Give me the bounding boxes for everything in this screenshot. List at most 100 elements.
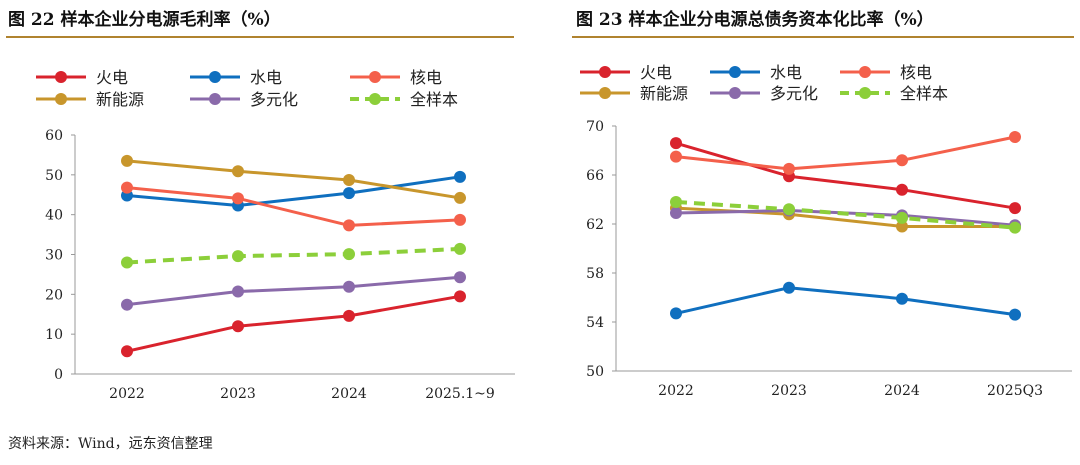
left-data-point-水电 (343, 187, 355, 200)
left-data-point-核电 (121, 181, 133, 194)
left-y-tick-label: 50 (45, 168, 63, 184)
left-data-point-全样本 (232, 250, 244, 263)
left-y-tick-label: 0 (54, 367, 63, 383)
left-x-tick-label: 2024 (331, 386, 367, 402)
left-data-point-核电 (454, 213, 466, 226)
right-data-point-核电 (670, 150, 682, 163)
left-legend-marker-水电 (209, 71, 221, 83)
right-y-tick-label: 54 (586, 315, 604, 331)
left-data-point-全样本 (343, 248, 355, 261)
right-legend-label-核电: 核电 (900, 63, 932, 82)
left-legend-label-全样本: 全样本 (410, 90, 458, 109)
left-data-point-火电 (121, 345, 133, 358)
right-data-point-火电 (670, 137, 682, 150)
right-legend-marker-核电 (859, 66, 871, 78)
right-x-tick-label: 2023 (771, 383, 807, 399)
right-y-tick-label: 58 (586, 266, 604, 282)
left-data-point-核电 (343, 219, 355, 232)
right-data-point-水电 (1009, 308, 1021, 321)
left-gross-margin-chart: 0 10 20 30 40 50 60 2022 2023 2024 2025.1~9 火电 水电 核电新… (36, 68, 515, 402)
right-legend-marker-多元化 (729, 87, 741, 99)
left-legend-marker-多元化 (209, 93, 221, 105)
left-series-line-多元化 (126, 275, 461, 307)
left-data-point-水电 (454, 170, 466, 183)
right-legend-label-新能源: 新能源 (640, 84, 688, 103)
left-legend-label-新能源: 新能源 (96, 90, 144, 109)
right-data-point-全样本 (896, 211, 908, 224)
left-x-tick-label: 2025.1~9 (425, 386, 495, 402)
right-series-line-火电 (675, 141, 1016, 210)
left-data-point-火电 (343, 309, 355, 322)
left-legend-marker-全样本 (369, 93, 381, 105)
right-data-point-新能源 (896, 220, 908, 233)
left-data-point-多元化 (343, 280, 355, 293)
left-data-point-火电 (232, 320, 244, 333)
left-y-tick-label: 40 (45, 208, 63, 224)
left-legend-marker-火电 (55, 71, 67, 83)
left-x-tick-label: 2022 (109, 386, 145, 402)
left-series-line-全样本 (126, 246, 461, 265)
right-data-point-水电 (670, 307, 682, 320)
left-series-line-核电 (126, 186, 461, 227)
left-legend-label-多元化: 多元化 (250, 90, 298, 109)
left-data-point-新能源 (454, 191, 466, 204)
right-data-point-核电 (896, 154, 908, 167)
left-data-point-多元化 (232, 285, 244, 298)
left-data-point-新能源 (121, 154, 133, 167)
right-series-line-水电 (675, 286, 1016, 317)
right-figure-title: 图 23 样本企业分电源总债务资本化比率（%） (576, 10, 934, 30)
right-data-point-全样本 (1009, 221, 1021, 234)
left-x-tick-label: 2023 (220, 386, 256, 402)
left-title-rule (6, 36, 514, 38)
left-data-point-新能源 (232, 165, 244, 178)
left-series-line-火电 (126, 294, 461, 353)
left-y-tick-label: 20 (45, 287, 63, 303)
right-data-point-多元化 (670, 206, 682, 219)
right-data-point-火电 (1009, 202, 1021, 215)
right-legend-label-水电: 水电 (770, 63, 802, 82)
left-y-tick-label: 60 (45, 128, 63, 144)
right-x-tick-label: 2025Q3 (987, 383, 1043, 399)
left-legend-marker-新能源 (55, 93, 67, 105)
left-data-point-多元化 (454, 271, 466, 284)
left-data-point-多元化 (121, 298, 133, 311)
left-legend-label-水电: 水电 (250, 68, 282, 87)
left-data-point-火电 (454, 290, 466, 303)
right-y-tick-label: 50 (586, 364, 604, 380)
right-legend-marker-新能源 (599, 87, 611, 99)
left-data-point-核电 (232, 192, 244, 205)
left-y-tick-label: 30 (45, 248, 63, 264)
right-x-tick-label: 2024 (884, 383, 920, 399)
right-data-point-全样本 (670, 195, 682, 208)
left-data-point-全样本 (121, 256, 133, 269)
right-data-point-水电 (783, 281, 795, 294)
right-data-point-核电 (783, 162, 795, 175)
right-legend-marker-水电 (729, 66, 741, 78)
right-data-point-全样本 (783, 203, 795, 216)
right-legend-label-全样本: 全样本 (900, 84, 948, 103)
right-title-rule (572, 36, 1074, 38)
right-y-tick-label: 70 (586, 119, 604, 135)
right-legend-marker-火电 (599, 66, 611, 78)
right-y-tick-label: 62 (586, 217, 604, 233)
left-y-tick-label: 10 (45, 327, 63, 343)
left-data-point-全样本 (454, 242, 466, 255)
left-series-line-水电 (126, 175, 461, 208)
right-legend-label-火电: 火电 (640, 63, 672, 82)
left-data-point-新能源 (343, 174, 355, 187)
left-legend-label-核电: 核电 (410, 68, 442, 87)
left-legend-marker-核电 (369, 71, 381, 83)
right-data-point-水电 (896, 292, 908, 305)
left-figure-title: 图 22 样本企业分电源毛利率（%） (8, 10, 281, 30)
right-series-line-全样本 (675, 199, 1016, 230)
right-data-point-核电 (1009, 131, 1021, 144)
right-series-line-核电 (675, 135, 1016, 171)
right-legend-marker-全样本 (859, 87, 871, 99)
right-data-point-火电 (896, 183, 908, 196)
right-y-tick-label: 66 (586, 168, 604, 184)
right-legend-label-多元化: 多元化 (770, 84, 818, 103)
right-x-tick-label: 2022 (658, 383, 694, 399)
source-note: 资料来源：Wind，远东资信整理 (8, 436, 213, 452)
left-series-line-新能源 (126, 159, 461, 200)
